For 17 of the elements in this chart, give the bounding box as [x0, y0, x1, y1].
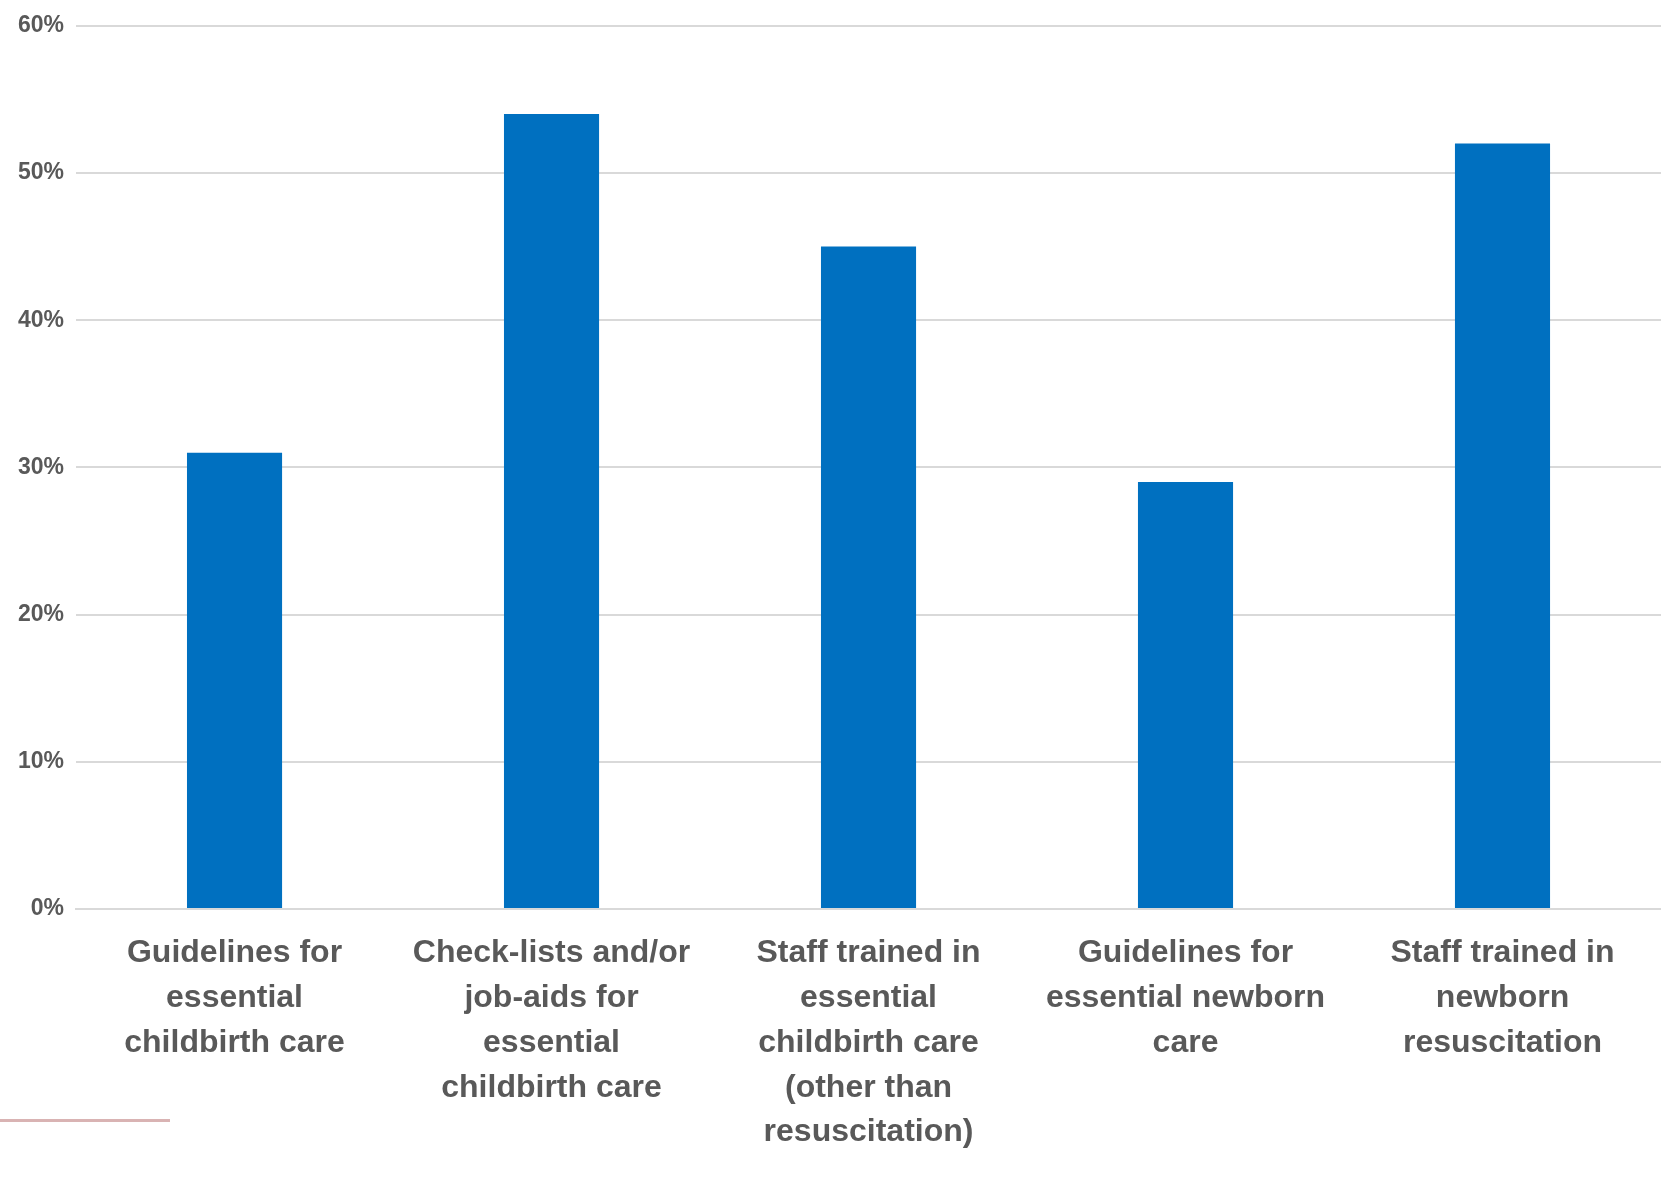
x-tick-label: Staff trained in newborn resuscitation — [1390, 933, 1615, 1059]
x-tick-label: Guidelines for essential childbirth care — [124, 933, 345, 1059]
bar — [1137, 482, 1234, 908]
y-tick-label: 20% — [17, 599, 65, 626]
x-tick-label: Check-lists and/or job-aids for essential childbirth care — [412, 933, 691, 1104]
x-tick-label: Staff trained in essential childbirth care (other than resuscitation) — [756, 933, 981, 1149]
bar — [820, 246, 917, 908]
bar — [1454, 143, 1551, 908]
x-tick-label: Guidelines for essential newborn care — [1045, 933, 1326, 1059]
y-tick-label: 60% — [17, 11, 65, 38]
y-tick-label: 40% — [17, 305, 65, 332]
bar — [503, 114, 600, 908]
bar — [186, 452, 283, 908]
y-tick-label: 50% — [17, 158, 65, 185]
y-tick-label: 0% — [30, 894, 65, 921]
y-tick-label: 30% — [17, 452, 65, 479]
y-tick-label: 10% — [17, 747, 65, 774]
